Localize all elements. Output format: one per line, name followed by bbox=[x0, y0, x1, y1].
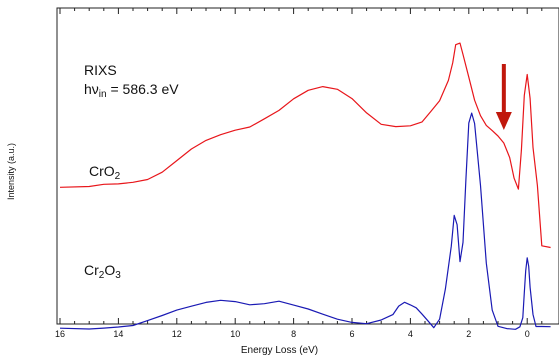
y-axis-label: Intensity (a.u.) bbox=[6, 142, 16, 200]
series-lines bbox=[59, 42, 551, 330]
series-line-cro2 bbox=[59, 42, 551, 249]
x-axis-label: Energy Loss (eV) bbox=[240, 345, 319, 356]
x-tick-label: 6 bbox=[349, 329, 354, 339]
x-tick-label: 0 bbox=[525, 329, 530, 339]
arrow-head bbox=[495, 112, 512, 130]
x-tick-label: 8 bbox=[291, 329, 296, 339]
x-tick-label: 14 bbox=[113, 329, 123, 339]
x-tick-label: 4 bbox=[408, 329, 413, 339]
x-tick-labels: 16 14 12 10 8 6 4 2 0 bbox=[55, 329, 530, 339]
x-tick-label: 12 bbox=[172, 329, 182, 339]
x-tick-label: 10 bbox=[230, 329, 240, 339]
experiment-label: RIXS bbox=[84, 62, 117, 78]
plot-frame bbox=[56, 7, 559, 325]
x-tick-label: 16 bbox=[55, 329, 65, 339]
series-label-cr2o3: Cr2O3 bbox=[84, 262, 121, 281]
series-label-cro2: CrO2 bbox=[89, 163, 121, 182]
arrow-shaft bbox=[501, 64, 506, 114]
excitation-energy-label: hνin = 586.3 eV bbox=[84, 81, 179, 100]
arrow-marker bbox=[495, 64, 512, 130]
series-line-cr2o3 bbox=[59, 112, 551, 330]
x-tick-label: 2 bbox=[466, 329, 471, 339]
x-ticks bbox=[59, 8, 543, 324]
